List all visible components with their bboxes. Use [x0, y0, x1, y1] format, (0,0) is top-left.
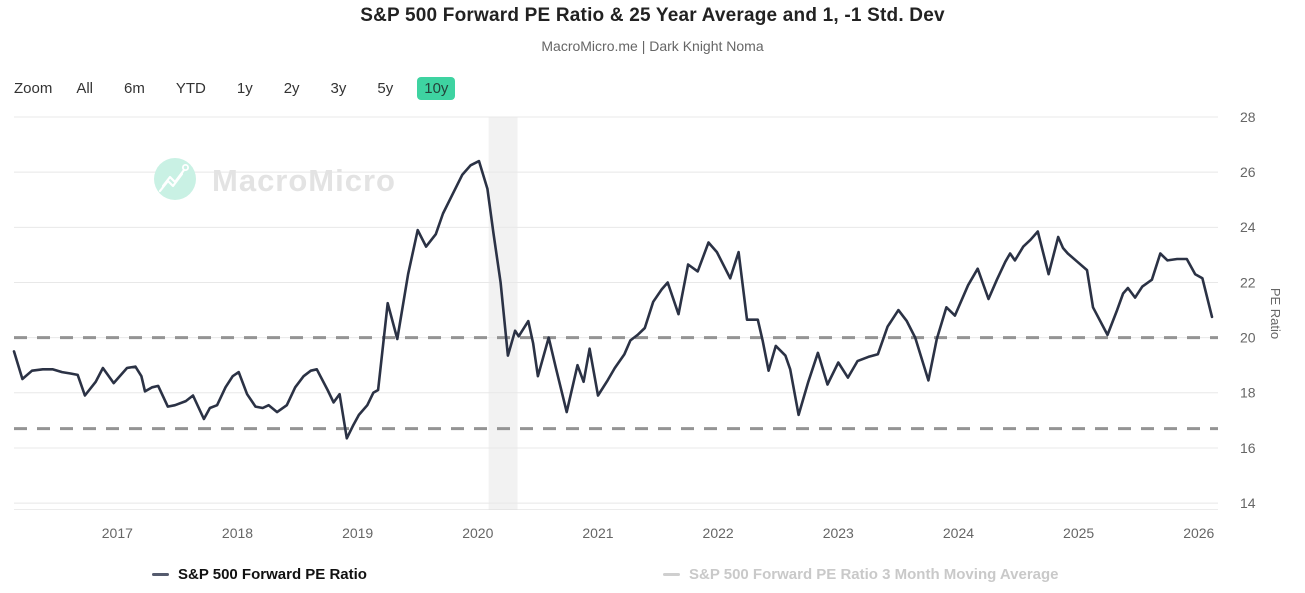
range-button-5y[interactable]: 5y — [377, 79, 394, 97]
range-buttons: All 6m YTD 1y 2y 3y 5y 10y — [69, 76, 456, 100]
legend-label: S&P 500 Forward PE Ratio 3 Month Moving … — [689, 566, 1059, 583]
y-axis-label-20: 20 — [1240, 330, 1256, 346]
x-axis-label-2024: 2024 — [943, 525, 974, 541]
macromicro-logo-icon — [181, 163, 189, 171]
range-toolbar: Zoom All 6m YTD 1y 2y 3y 5y 10y — [14, 76, 456, 100]
x-axis-label-2019: 2019 — [342, 525, 373, 541]
x-axis-label-2022: 2022 — [703, 525, 734, 541]
range-button-3y[interactable]: 3y — [330, 79, 347, 97]
x-axis-label-2026: 2026 — [1183, 525, 1214, 541]
x-axis-label-2025: 2025 — [1063, 525, 1094, 541]
legend-item-3mo-moving-average[interactable]: S&P 500 Forward PE Ratio 3 Month Moving … — [663, 566, 1059, 583]
y-axis-label-18: 18 — [1240, 385, 1256, 401]
chart-title: S&P 500 Forward PE Ratio & 25 Year Avera… — [360, 5, 945, 26]
x-axis-label-2021: 2021 — [582, 525, 613, 541]
x-axis-label-2017: 2017 — [102, 525, 133, 541]
x-axis-label-2018: 2018 — [222, 525, 253, 541]
legend-item-forward-pe[interactable]: S&P 500 Forward PE Ratio — [152, 566, 367, 583]
range-button-all[interactable]: All — [76, 79, 94, 97]
y-axis-label-22: 22 — [1240, 274, 1256, 290]
series-line-marker — [152, 573, 169, 576]
range-button-10y[interactable]: 10y — [417, 76, 456, 100]
zoom-label: Zoom — [14, 79, 53, 97]
range-button-6m[interactable]: 6m — [124, 79, 145, 97]
range-button-1y[interactable]: 1y — [236, 79, 253, 97]
y-axis-label-26: 26 — [1240, 164, 1256, 180]
y-axis-label-28: 28 — [1240, 109, 1256, 125]
x-axis-label-2023: 2023 — [823, 525, 854, 541]
chart-plot-area[interactable]: MacroMicro 14 16 18 20 22 24 26 28 PE Ratio — [0, 0, 1305, 510]
x-axis-labels: 2017 2018 2019 2020 2021 2022 2023 2024 2025 2026 — [102, 525, 1215, 541]
macromicro-logo-icon — [154, 158, 196, 200]
chart-subtitle: MacroMicro.me | Dark Knight Noma — [541, 38, 764, 54]
legend-label: S&P 500 Forward PE Ratio — [178, 566, 367, 583]
y-axis-label-14: 14 — [1240, 495, 1256, 510]
macromicro-logo-icon — [161, 168, 186, 188]
series-line-forward-pe — [12, 159, 1214, 440]
y-axis-label-16: 16 — [1240, 440, 1256, 456]
range-button-ytd[interactable]: YTD — [175, 79, 206, 97]
watermark-text: MacroMicro — [212, 163, 396, 198]
series-line-marker-disabled — [663, 573, 680, 576]
range-button-2y[interactable]: 2y — [283, 79, 300, 97]
y-axis-title: PE Ratio — [1268, 288, 1283, 339]
x-axis-label-2020: 2020 — [462, 525, 493, 541]
y-axis-label-24: 24 — [1240, 219, 1256, 235]
